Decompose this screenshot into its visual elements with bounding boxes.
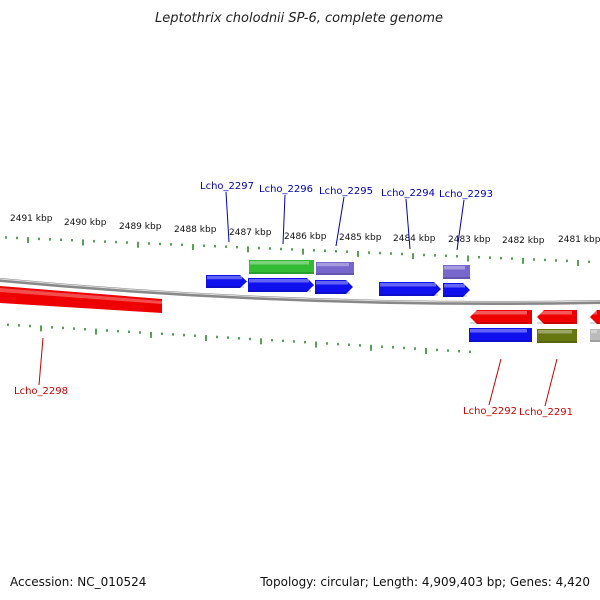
gene-reverse[interactable] bbox=[537, 329, 577, 343]
cds-reverse[interactable] bbox=[0, 286, 162, 313]
gene-labels: Lcho_2297 Lcho_2296 Lcho_2295 Lcho_2294 Lcho… bbox=[14, 181, 573, 418]
kbp-label: 2486 kbp bbox=[284, 232, 327, 242]
gene-label-forward[interactable]: Lcho_2297 bbox=[200, 181, 254, 192]
gene-label-forward[interactable]: Lcho_2293 bbox=[439, 189, 493, 200]
gene-reverse[interactable] bbox=[590, 329, 600, 342]
label-leader-line bbox=[282, 194, 286, 245]
cds-forward[interactable] bbox=[315, 280, 353, 294]
cds-reverse[interactable] bbox=[537, 310, 577, 324]
label-leader-line bbox=[405, 198, 411, 250]
label-leader-line bbox=[488, 358, 502, 406]
kbp-label: 2482 kbp bbox=[502, 236, 545, 246]
kbp-label: 2489 kbp bbox=[119, 222, 162, 232]
cds-forward[interactable] bbox=[248, 278, 314, 292]
gene-label-reverse[interactable]: Lcho_2291 bbox=[519, 407, 573, 418]
kbp-label: 2490 kbp bbox=[64, 218, 107, 228]
gene-label-forward[interactable]: Lcho_2296 bbox=[259, 184, 313, 195]
kbp-label: 2481 kbp bbox=[558, 235, 600, 245]
kbp-label: 2488 kbp bbox=[174, 225, 217, 235]
genome-backbone bbox=[0, 278, 600, 306]
ruler-bottom bbox=[7, 323, 471, 355]
gene-forward[interactable] bbox=[316, 262, 354, 275]
gene-label-reverse[interactable]: Lcho_2298 bbox=[14, 386, 68, 397]
cds-forward[interactable] bbox=[379, 282, 441, 296]
gene-forward[interactable] bbox=[443, 265, 470, 279]
kbp-labels: 2491 kbp 2490 kbp 2489 kbp 2488 kbp 2487 kbp… bbox=[10, 214, 600, 246]
cds-forward[interactable] bbox=[443, 283, 470, 297]
map-title: Leptothrix cholodnii SP-6, complete geno… bbox=[155, 11, 443, 26]
gene-label-forward[interactable]: Lcho_2295 bbox=[319, 186, 373, 197]
gene-label-reverse[interactable]: Lcho_2292 bbox=[463, 406, 517, 417]
kbp-label: 2491 kbp bbox=[10, 214, 53, 224]
label-leader-line bbox=[456, 199, 465, 251]
label-leader-line bbox=[225, 191, 230, 243]
label-leaders bbox=[38, 191, 558, 407]
genome-backbone-highlight bbox=[0, 278, 600, 303]
ruler-top bbox=[5, 236, 590, 267]
cds-reverse[interactable] bbox=[590, 310, 600, 324]
gene-label-forward[interactable]: Lcho_2294 bbox=[381, 188, 435, 199]
kbp-label: 2485 kbp bbox=[339, 233, 382, 243]
gene-features[interactable] bbox=[0, 260, 600, 343]
gene-reverse[interactable] bbox=[469, 328, 532, 342]
cds-reverse[interactable] bbox=[470, 310, 532, 324]
label-leader-line bbox=[335, 196, 345, 247]
genome-summary-text: Topology: circular; Length: 4,909,403 bp… bbox=[259, 575, 590, 589]
cds-forward[interactable] bbox=[206, 275, 247, 288]
kbp-label: 2484 kbp bbox=[393, 234, 436, 244]
kbp-label: 2483 kbp bbox=[448, 235, 491, 245]
kbp-label: 2487 kbp bbox=[229, 228, 272, 238]
gene-forward[interactable] bbox=[249, 260, 314, 274]
label-leader-line bbox=[544, 358, 558, 407]
accession-text: Accession: NC_010524 bbox=[10, 575, 146, 589]
label-leader-line bbox=[38, 337, 44, 386]
